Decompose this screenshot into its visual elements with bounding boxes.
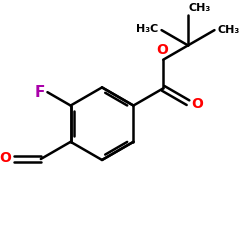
Text: CH₃: CH₃	[217, 25, 240, 35]
Text: O: O	[0, 151, 11, 165]
Text: O: O	[191, 97, 203, 111]
Text: CH₃: CH₃	[189, 3, 211, 13]
Text: F: F	[34, 85, 44, 100]
Text: H₃C: H₃C	[136, 24, 159, 34]
Text: O: O	[156, 43, 168, 57]
